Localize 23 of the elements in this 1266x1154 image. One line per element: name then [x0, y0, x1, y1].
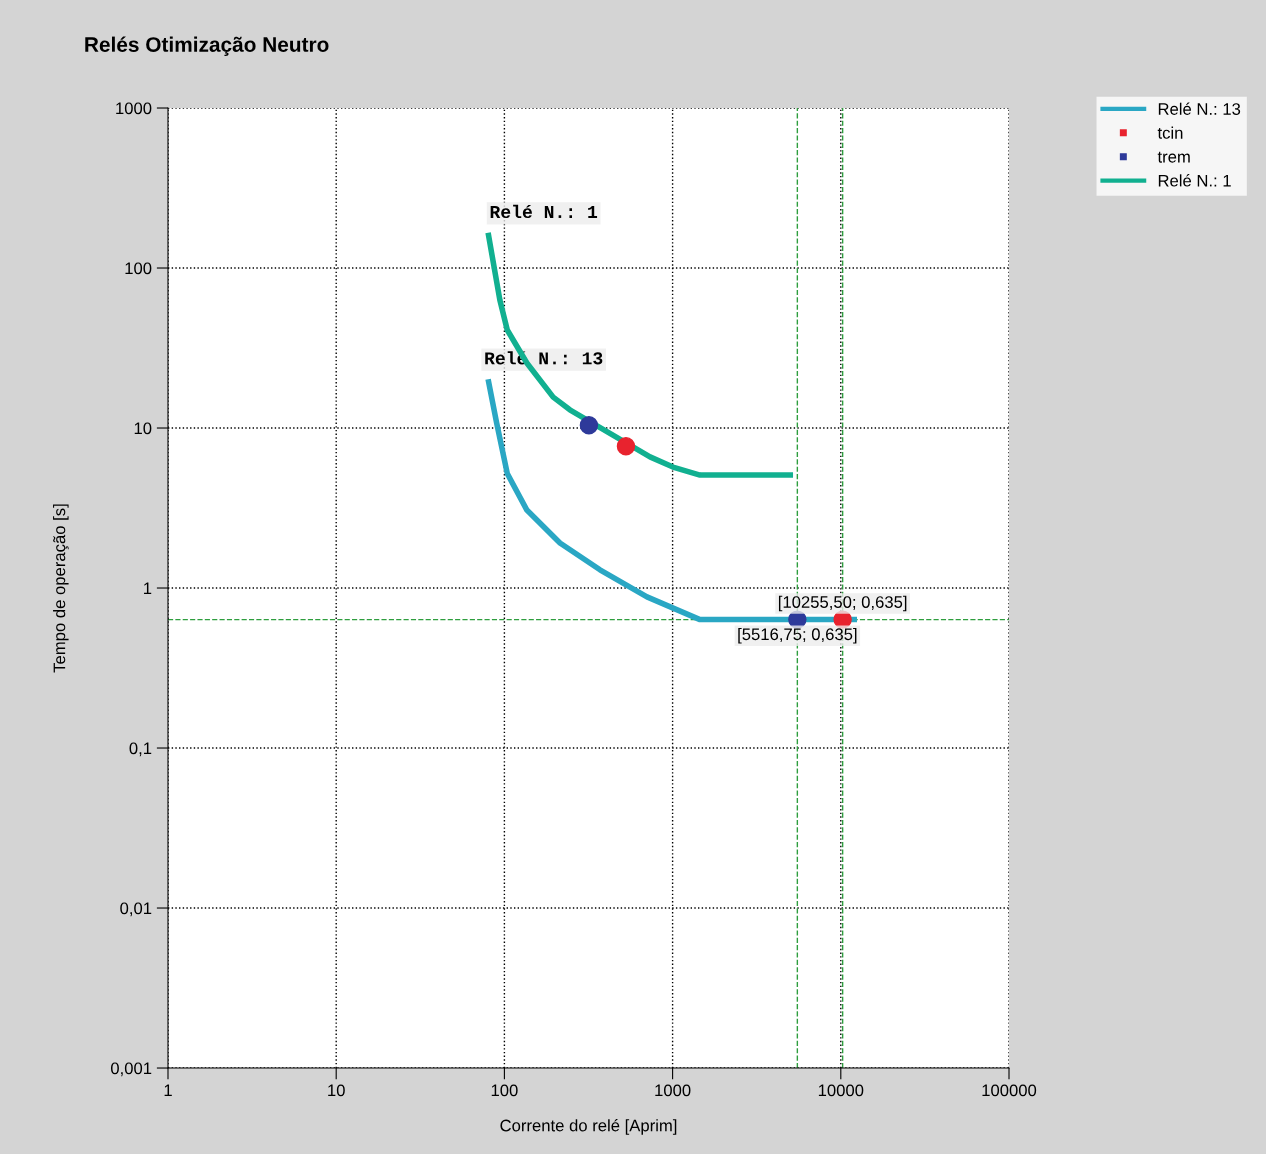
legend-label: Relé N.: 13	[1158, 102, 1241, 115]
x-tick-label: 1000	[655, 1084, 691, 1097]
annotation: [5516,75; 0,635]	[738, 627, 857, 644]
y-tick-label: 0,01	[120, 902, 152, 917]
y-tick-label: 1	[144, 582, 152, 595]
y-tick-label: 10	[134, 422, 152, 435]
chart-title: Relés Otimização Neutro	[85, 36, 329, 56]
legend-label: tcin	[1157, 126, 1183, 139]
annotation: [10255,50; 0,635]	[778, 595, 907, 612]
x-tick-label: 100	[491, 1084, 518, 1097]
x-tick-label: 10000	[818, 1084, 864, 1097]
x-tick-label: 100000	[982, 1084, 1037, 1097]
x-axis-title: Corrente do relé [Aprim]	[500, 1118, 677, 1135]
legend-label: Relé N.: 1	[1158, 174, 1231, 187]
annotation: Relé N.: 1	[490, 204, 598, 219]
y-axis-title: Tempo de operação [s]	[53, 504, 69, 673]
x-tick-label: 10	[328, 1084, 345, 1097]
y-tick-label: 1000	[116, 102, 152, 115]
legend-label: trem	[1157, 151, 1190, 163]
y-tick-label: 100	[125, 262, 152, 275]
x-tick-label: 1	[164, 1084, 172, 1097]
y-tick-label: 0,1	[129, 742, 152, 757]
y-tick-label: 0,001	[110, 1062, 152, 1077]
